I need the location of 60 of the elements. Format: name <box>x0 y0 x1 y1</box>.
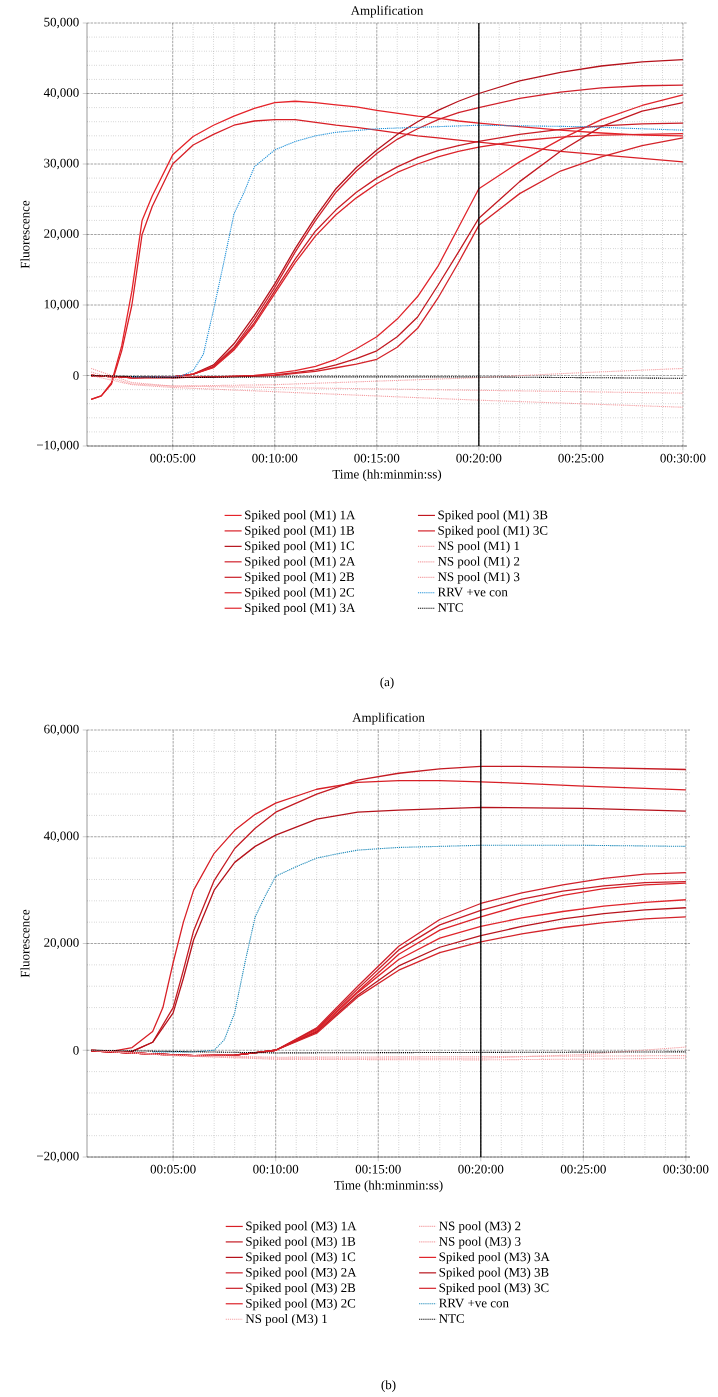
y-tick-label: 40,000 <box>43 88 79 99</box>
x-tick-label: 00:15:00 <box>355 1164 401 1174</box>
x-tick-label: 00:25:00 <box>558 453 604 463</box>
y-tick-label: 60,000 <box>44 724 79 736</box>
x-tick-label: 00:30:00 <box>660 453 706 463</box>
legend-label: Spiked pool (M3) 2C <box>246 1298 356 1311</box>
legend-label: Spiked pool (M1) 2C <box>245 587 354 600</box>
x-tick-label: 00:25:00 <box>560 1164 606 1174</box>
legend-label: Spiked pool (M3) 3B <box>439 1267 549 1280</box>
legend-label: Spiked pool (M3) 2A <box>246 1267 357 1280</box>
y-axis-title: Fluorescence <box>20 909 30 978</box>
x-tick-label: 00:30:00 <box>663 1164 709 1174</box>
legend-label: NTC <box>439 1314 464 1323</box>
legend-label: NS pool (M1) 1 <box>437 541 520 553</box>
legend-label: Spiked pool (M1) 1B <box>245 525 355 538</box>
legend-label: Spiked pool (M1) 3B <box>438 510 548 522</box>
legend-label: Spiked pool (M1) 2B <box>245 572 355 584</box>
legend-label: Spiked pool (M1) 3A <box>245 602 356 615</box>
y-tick-label: 0 <box>73 1045 79 1055</box>
legend-label: Spiked pool (M3) 2B <box>246 1283 356 1295</box>
x-tick-label: 00:05:00 <box>150 1164 196 1174</box>
y-tick-label: 40,000 <box>43 831 79 843</box>
x-tick-label: 00:10:00 <box>253 1164 299 1174</box>
legend-label: Spiked pool (M3) 1B <box>246 1236 356 1249</box>
x-tick-label: 00:20:00 <box>458 1164 504 1174</box>
legend-label: Spiked pool (M3) 3C <box>439 1283 549 1295</box>
y-tick-label: 0 <box>73 371 79 380</box>
legend-label: NS pool (M3) 3 <box>439 1236 521 1249</box>
y-tick-label: −10,000 <box>36 440 79 452</box>
legend-label: Spiked pool (M1) 3C <box>438 525 548 538</box>
legend-label: Spiked pool (M3) 1A <box>246 1221 357 1233</box>
x-tick-label: 00:05:00 <box>150 453 196 463</box>
text: (a) <box>380 677 394 689</box>
legend-label: Spiked pool (M1) 2A <box>245 556 356 569</box>
legend-label: NS pool (M1) 2 <box>437 556 520 569</box>
y-tick-label: 30,000 <box>44 158 79 170</box>
legend-label: NTC <box>437 603 463 612</box>
legend-label: Spiked pool (M1) 1A <box>245 510 356 522</box>
x-tick-label: 00:10:00 <box>252 453 298 463</box>
x-tick-label: 00:15:00 <box>354 453 400 463</box>
legend-label: Spiked pool (M1) 1C <box>245 541 354 553</box>
y-tick-label: 10,000 <box>44 299 79 311</box>
y-tick-label: 50,000 <box>44 17 79 29</box>
legend-label: RRV +ve con <box>437 587 508 597</box>
y-axis-title: Fluorescence <box>20 200 30 269</box>
legend-label: NS pool (M3) 2 <box>439 1221 521 1233</box>
legend-label: NS pool (M3) 1 <box>245 1314 327 1326</box>
x-axis-title: Time (hh:minmin:ss) <box>334 1180 443 1193</box>
y-tick-label: −20,000 <box>36 1151 79 1163</box>
x-axis-title: Time (hh:minmin:ss) <box>332 469 442 482</box>
chart-title: Amplification <box>350 5 424 18</box>
y-tick-label: 20,000 <box>44 938 79 949</box>
legend-label: Spiked pool (M3) 1C <box>246 1252 356 1264</box>
chart-title: Amplification <box>352 712 425 725</box>
y-tick-label: 20,000 <box>44 229 79 240</box>
x-tick-label: 00:20:00 <box>456 453 502 463</box>
text: (b) <box>381 1380 396 1392</box>
legend-label: Spiked pool (M3) 3A <box>439 1252 550 1264</box>
legend-label: NS pool (M1) 3 <box>437 572 520 584</box>
legend-label: RRV +ve con <box>439 1298 509 1308</box>
